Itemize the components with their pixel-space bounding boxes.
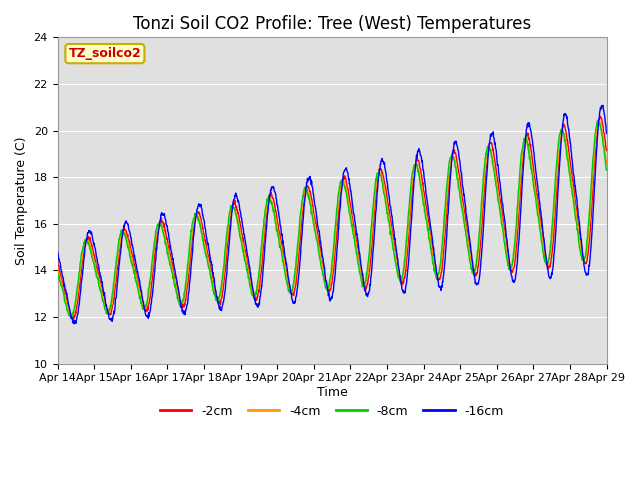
Legend: -2cm, -4cm, -8cm, -16cm: -2cm, -4cm, -8cm, -16cm: [155, 400, 509, 423]
X-axis label: Time: Time: [317, 386, 348, 399]
Title: Tonzi Soil CO2 Profile: Tree (West) Temperatures: Tonzi Soil CO2 Profile: Tree (West) Temp…: [133, 15, 531, 33]
Y-axis label: Soil Temperature (C): Soil Temperature (C): [15, 136, 28, 265]
Text: TZ_soilco2: TZ_soilco2: [68, 47, 141, 60]
